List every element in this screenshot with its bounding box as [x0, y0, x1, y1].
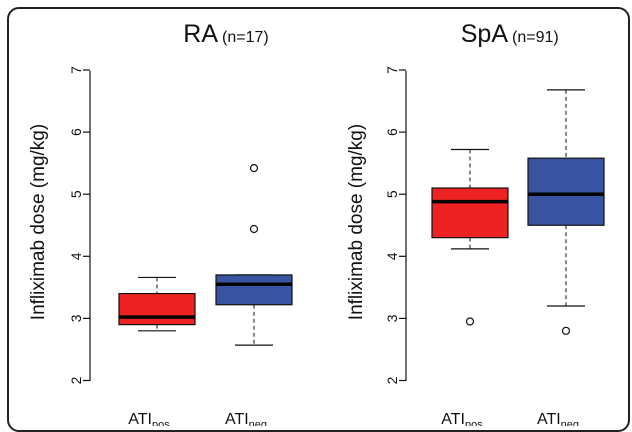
box-iqr — [215, 274, 293, 306]
outlier-point — [249, 224, 259, 234]
outlier-point — [249, 164, 259, 173]
box-iqr — [118, 292, 196, 326]
y-axis-label: Infliximab dose (mg/kg) — [28, 124, 49, 320]
panel-title: RA — [183, 20, 218, 48]
y-tick-label: 2 — [384, 376, 400, 384]
y-tick-label: 4 — [384, 252, 400, 260]
y-tick-label: 2 — [68, 376, 84, 384]
y-tick-label: 5 — [68, 190, 84, 198]
x-category-label: ATIneg — [537, 411, 579, 426]
outlier-point — [561, 326, 571, 335]
outlier-point — [465, 317, 475, 326]
x-category-label: ATIpos — [128, 411, 170, 426]
panel-ra: RA (n=17) Infliximab dose (mg/kg) 2 3 4 5 6 7… — [28, 20, 293, 426]
y-tick-label: 7 — [384, 66, 400, 74]
y-tick-label: 7 — [68, 66, 84, 74]
box-iqr — [431, 187, 509, 239]
panel-subtitle: (n=91) — [512, 29, 559, 46]
panel-title: SpA — [461, 20, 509, 48]
x-category-label: ATIpos — [441, 411, 483, 426]
y-tick-label: 3 — [68, 314, 84, 322]
box-iqr — [527, 157, 605, 226]
panel-subtitle: (n=17) — [222, 29, 269, 46]
y-tick-label: 5 — [384, 190, 400, 198]
y-axis-label: Infliximab dose (mg/kg) — [346, 124, 367, 320]
y-tick-label: 3 — [384, 314, 400, 322]
y-tick-label: 6 — [384, 128, 400, 136]
y-tick-label: 4 — [68, 252, 84, 260]
panel-spa: SpA (n=91) Infliximab dose (mg/kg) 2 3 4 5 6… — [346, 20, 605, 426]
y-tick-label: 6 — [68, 128, 84, 136]
x-category-label: ATIneg — [225, 411, 267, 426]
